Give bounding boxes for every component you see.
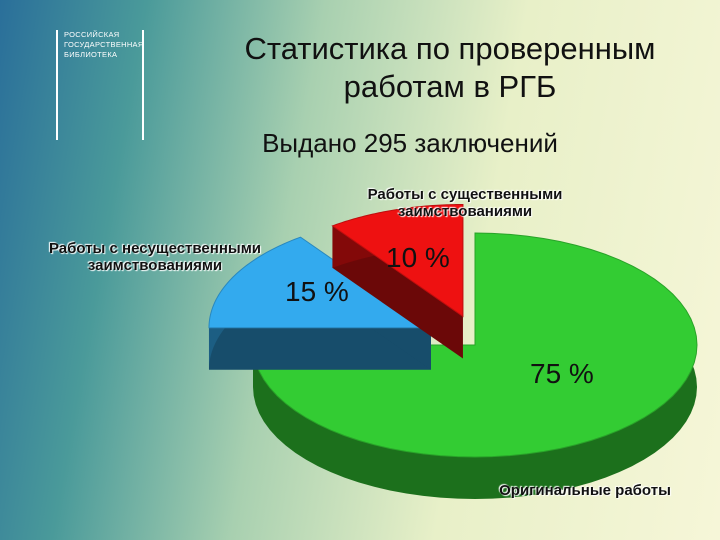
- slice-side: [208, 327, 431, 370]
- slice: [252, 232, 698, 458]
- category-label: Работы с несущественными заимствованиями: [48, 240, 262, 274]
- chart-title: Статистика по проверенным работам в РГБ: [244, 31, 656, 104]
- value-label: 75 %: [530, 358, 594, 389]
- value-label: 10 %: [386, 242, 450, 273]
- slice: [331, 203, 464, 318]
- logo: РОССИЙСКАЯ ГОСУДАРСТВЕННАЯ БИБЛИОТЕКА: [56, 30, 144, 140]
- value-label: 15 %: [285, 276, 349, 307]
- logo-text: БИБЛИОТЕКА: [64, 50, 118, 59]
- category-label: Оригинальные работы: [499, 482, 671, 499]
- slice: [208, 236, 433, 329]
- slice-side: [332, 225, 463, 359]
- logo-text: ГОСУДАРСТВЕННАЯ: [64, 40, 144, 49]
- chart-subtitle: Выдано 295 заключений: [262, 128, 558, 158]
- logo-text: РОССИЙСКАЯ: [64, 30, 120, 39]
- category-label: Работы с существенными заимствованиями: [367, 186, 563, 220]
